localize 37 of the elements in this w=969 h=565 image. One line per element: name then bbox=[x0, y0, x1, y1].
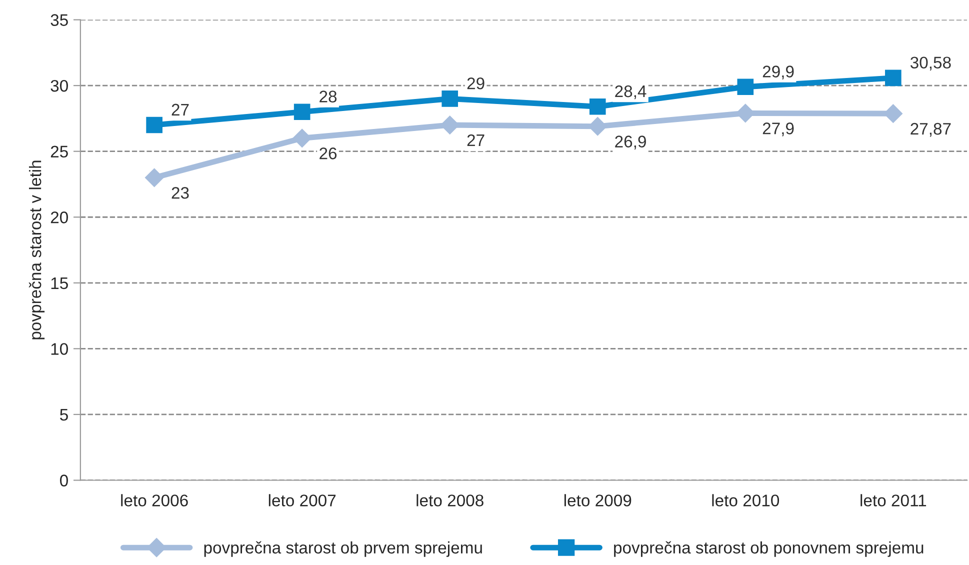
point bbox=[589, 98, 606, 115]
point bbox=[442, 90, 458, 107]
point bbox=[294, 104, 310, 120]
y-tick-label: 10 bbox=[51, 343, 68, 355]
x-tick-label: leto 2006 bbox=[121, 494, 188, 506]
x-tick-label: leto 2007 bbox=[268, 494, 336, 506]
y-tick-label: 35 bbox=[50, 14, 68, 26]
data-label: 27 bbox=[467, 134, 484, 146]
x-tick-label: leto 2009 bbox=[564, 494, 632, 506]
point bbox=[146, 116, 162, 134]
y-tick-label: 30 bbox=[50, 80, 68, 92]
data-label: 26 bbox=[320, 148, 337, 160]
y-tick-label: 0 bbox=[60, 474, 68, 486]
data-label: 27,87 bbox=[910, 122, 951, 137]
x-tick-label: leto 2010 bbox=[712, 494, 780, 506]
data-label: 27 bbox=[172, 104, 189, 116]
point bbox=[292, 128, 312, 148]
point bbox=[144, 168, 164, 188]
y-tick-label: 25 bbox=[50, 146, 68, 158]
y-tick-label: 5 bbox=[60, 409, 68, 421]
y-axis-title: povprečna starost v letih bbox=[28, 160, 45, 340]
data-label: 29 bbox=[467, 77, 484, 90]
data-label: 28 bbox=[320, 90, 337, 102]
x-tick-label: leto 2008 bbox=[416, 494, 484, 506]
data-label: 30,58 bbox=[910, 56, 951, 70]
y-tick-label: 20 bbox=[50, 212, 68, 224]
legend-label: povprečna starost ob ponovnem sprejemu bbox=[614, 541, 924, 557]
data-label: 28,4 bbox=[615, 85, 646, 100]
point bbox=[885, 70, 902, 86]
point bbox=[737, 78, 754, 96]
legend-label: povprečna starost ob prvem sprejemu bbox=[204, 541, 482, 557]
data-label: 27,9 bbox=[762, 122, 794, 136]
x-tick-label: leto 2011 bbox=[860, 494, 926, 506]
y-tick-label: 15 bbox=[51, 277, 68, 290]
data-label: 26,9 bbox=[615, 136, 646, 150]
data-label: 23 bbox=[172, 186, 189, 199]
data-label: 29,9 bbox=[762, 66, 794, 80]
